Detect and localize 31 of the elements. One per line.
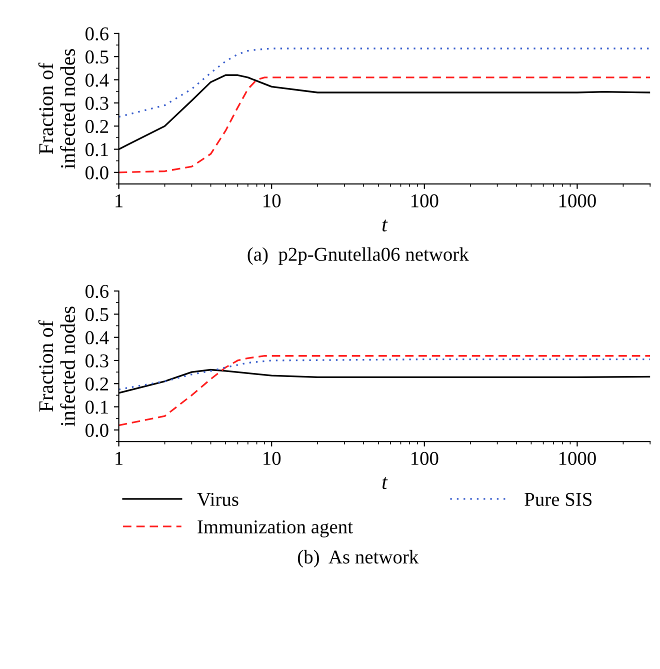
x-axis-title: t xyxy=(382,477,388,490)
legend-label: Virus xyxy=(197,492,238,506)
y-tick-label: 0.1 xyxy=(86,143,108,156)
y-tick-label: 0.0 xyxy=(86,424,108,437)
x-tick-label: 1000 xyxy=(559,452,596,465)
y-tick-label: 0.5 xyxy=(86,308,108,322)
y-tick-label: 0.5 xyxy=(86,50,108,64)
y-tick-label: 0.4 xyxy=(86,74,109,87)
x-tick-label: 10 xyxy=(264,452,281,465)
text: (a) p2p-Gnutella06 network xyxy=(248,247,469,265)
text: (b) As network xyxy=(298,550,419,568)
legend-label: Pure SIS xyxy=(524,492,592,506)
y-tick-label: 0.3 xyxy=(86,354,108,368)
legend-label: Immunization agent xyxy=(198,520,353,538)
x-tick-label: 100 xyxy=(412,452,438,465)
y-tick-label: 0.3 xyxy=(86,96,108,110)
y-tick-label: 0.6 xyxy=(86,284,108,298)
x-tick-label: 100 xyxy=(412,194,438,208)
x-tick-label: 1 xyxy=(116,452,122,465)
y-tick-label: 0.6 xyxy=(86,27,108,40)
y-tick-label: 0.4 xyxy=(86,331,109,344)
x-tick-label: 1 xyxy=(116,194,122,208)
y-tick-label: 0.2 xyxy=(86,120,108,134)
x-tick-label: 10 xyxy=(264,194,281,208)
x-tick-label: 1000 xyxy=(559,194,596,208)
y-tick-label: 0.0 xyxy=(86,166,108,180)
y-tick-label: 0.1 xyxy=(86,400,108,414)
x-axis-title: t xyxy=(382,220,388,232)
y-tick-label: 0.2 xyxy=(86,377,108,391)
y-axis-title: Fraction of infected nodes xyxy=(38,306,75,426)
y-axis-title: Fraction of infected nodes xyxy=(38,49,75,169)
